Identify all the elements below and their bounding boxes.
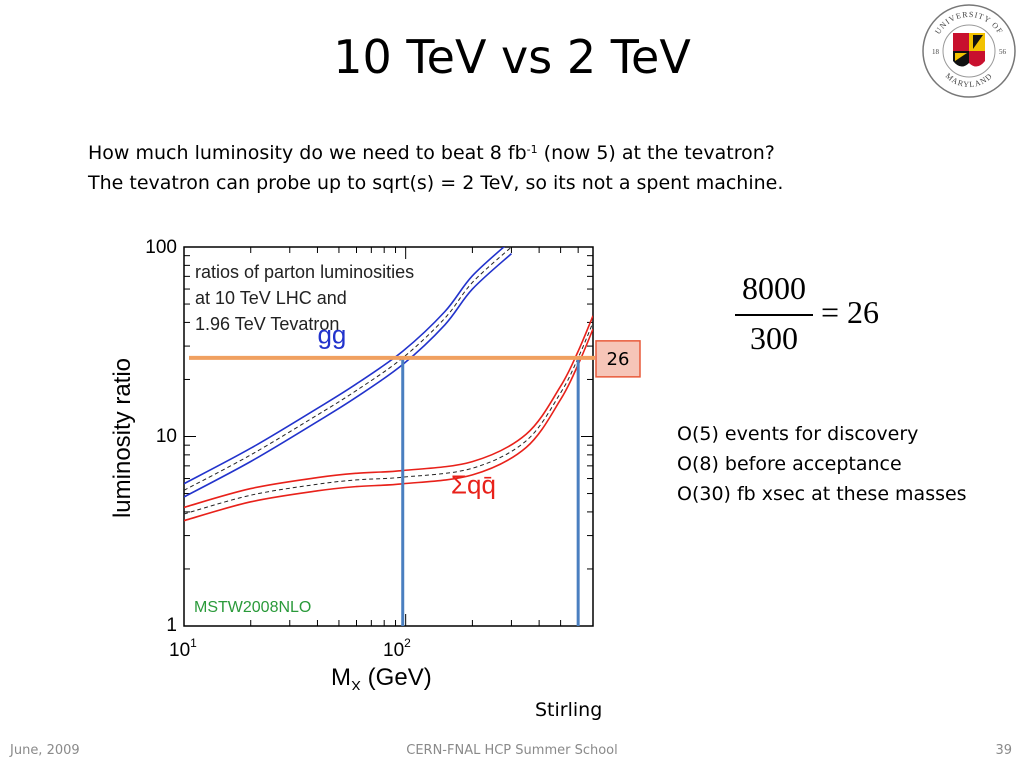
x-axis-title: MX (GeV) [331, 664, 432, 690]
equation-result: = 26 [821, 294, 880, 330]
intro-line-1-pre: How much luminosity do we need to beat 8… [88, 142, 527, 164]
x-tick-label: 101 [169, 636, 197, 661]
pdf-set-label: MSTW2008NLO [194, 599, 311, 616]
note-item: O(8) before acceptance [677, 453, 902, 475]
y-tick-labels: 1 10 100 [145, 237, 177, 636]
intro-line-2: The tevatron can probe up to sqrt(s) = 2… [88, 172, 784, 194]
university-of-maryland-seal: UNIVERSITY OF MARYLAND 18 56 [922, 4, 1016, 98]
legend-text-line: at 10 TeV LHC and [195, 288, 347, 308]
series-qqbar-label: Σqq̄ [451, 470, 496, 500]
legend-text-line: ratios of parton luminosities [195, 262, 414, 282]
equation-numerator: 8000 [742, 270, 806, 306]
intro-line-1: How much luminosity do we need to beat 8… [88, 138, 783, 168]
series-qqbar-central-line [184, 322, 593, 515]
reference-callout-box [595, 340, 641, 378]
x-tick-exp: 2 [404, 636, 411, 650]
series-gg-upper-band [184, 247, 506, 485]
marker-layer [401, 357, 580, 626]
footer-event: CERN-FNAL HCP Summer School [406, 743, 618, 758]
x-tick-base: 10 [383, 640, 404, 661]
ratio-equation: 8000 300 = 26 [735, 270, 905, 360]
legend-text-line: 1.96 TeV Tevatron [195, 314, 339, 334]
intro-line-1-sup: -1 [526, 143, 538, 156]
series-gg-central-line [184, 247, 512, 491]
series-layer: gg Σqq̄ [184, 247, 593, 522]
y-tick-label: 10 [156, 426, 177, 447]
x-tick-labels: 101 102 [169, 636, 411, 661]
svg-text:56: 56 [999, 48, 1007, 56]
x-tick-label: 102 [383, 636, 411, 661]
reference-callout-label: 26 [607, 349, 630, 370]
axis-ticks [183, 247, 594, 627]
series-gg-label: gg [317, 319, 346, 349]
y-tick-label: 1 [166, 615, 177, 636]
slide-title: 10 TeV vs 2 TeV [333, 30, 691, 84]
note-item: O(30) fb xsec at these masses [677, 483, 967, 505]
x-axis-symbol: M [331, 664, 351, 690]
series-qqbar-upper-band [184, 315, 593, 509]
x-tick-exp: 1 [190, 636, 197, 650]
series-gg [184, 247, 512, 498]
series-qqbar-lower-band [184, 328, 593, 522]
x-axis-subscript: X [351, 678, 361, 690]
intro-line-1-post: (now 5) at the tevatron? [537, 142, 775, 164]
notes-list: O(5) events for discovery O(8) before ac… [677, 419, 967, 509]
y-tick-label: 100 [145, 237, 177, 258]
equation-fraction-bar [735, 314, 813, 316]
footer-page-number: 39 [995, 743, 1012, 758]
y-axis-title: luminosity ratio [109, 358, 136, 518]
intro-text: How much luminosity do we need to beat 8… [88, 138, 783, 198]
x-tick-base: 10 [169, 640, 190, 661]
svg-text:18: 18 [932, 48, 940, 56]
credit-text: Stirling [535, 699, 603, 721]
x-axis-unit: (GeV) [361, 664, 432, 690]
note-item: O(5) events for discovery [677, 423, 919, 445]
footer-date: June, 2009 [10, 743, 80, 758]
series-gg-lower-band [184, 253, 512, 498]
chart-legend-text: ratios of parton luminosities at 10 TeV … [195, 262, 414, 334]
series-qqbar [184, 315, 593, 522]
equation-denominator: 300 [750, 320, 798, 356]
reference-layer: 26 [189, 340, 641, 378]
luminosity-ratio-chart: 1 10 100 101 102 luminosity ratio MX (Ge… [109, 237, 641, 690]
